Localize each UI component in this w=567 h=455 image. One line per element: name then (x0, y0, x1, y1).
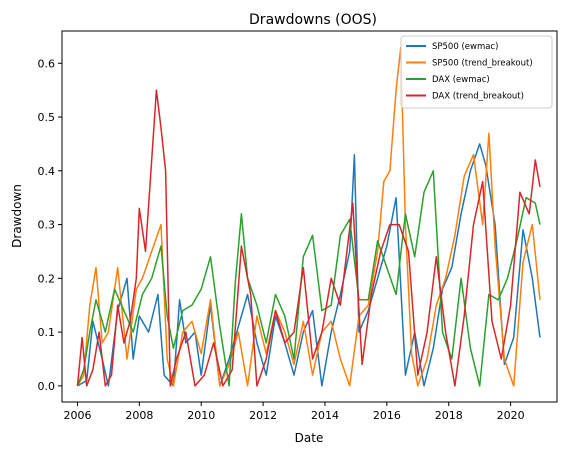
plot-lines (76, 46, 541, 387)
y-tick-label: 0.2 (38, 272, 56, 285)
y-tick-label: 0.4 (38, 165, 56, 178)
legend-label-0: SP500 (ewmac) (432, 42, 498, 52)
series-line-0 (77, 143, 541, 387)
x-tick-label: 2012 (249, 409, 277, 422)
y-tick-label: 0.0 (38, 380, 56, 393)
x-tick-label: 2008 (125, 409, 153, 422)
series-line-1 (76, 46, 541, 387)
y-tick-label: 0.3 (38, 219, 56, 232)
legend-label-3: DAX (trend_breakout) (432, 92, 524, 102)
legend-box (400, 35, 553, 109)
legend-label-1: SP500 (trend_breakout) (432, 59, 533, 69)
legend-label-2: DAX (ewmac) (432, 75, 490, 85)
plot-frame (61, 30, 558, 403)
series-line-3 (76, 89, 541, 387)
x-tick-label: 2006 (63, 409, 91, 422)
series-line-2 (76, 170, 541, 387)
y-tick-label: 0.6 (38, 57, 56, 70)
y-tick-label: 0.1 (38, 326, 56, 339)
x-axis-label: Date (295, 431, 324, 445)
x-tick-label: 2014 (311, 409, 339, 422)
y-axis-ticks: 0.0 0.1 0.2 0.3 0.4 0.5 0.6 (38, 57, 62, 393)
x-axis-ticks: 2006 2008 2010 2012 2014 2016 2018 2020 (63, 402, 525, 422)
chart-title: Drawdowns (OOS) (249, 12, 377, 28)
y-tick-label: 0.5 (38, 111, 56, 124)
y-axis-label: Drawdown (10, 184, 24, 248)
x-tick-label: 2010 (187, 409, 215, 422)
x-tick-label: 2018 (435, 409, 463, 422)
legend: SP500 (ewmac) SP500 (trend_breakout) DAX (… (400, 35, 553, 109)
x-tick-label: 2020 (497, 409, 525, 422)
x-tick-label: 2016 (373, 409, 401, 422)
